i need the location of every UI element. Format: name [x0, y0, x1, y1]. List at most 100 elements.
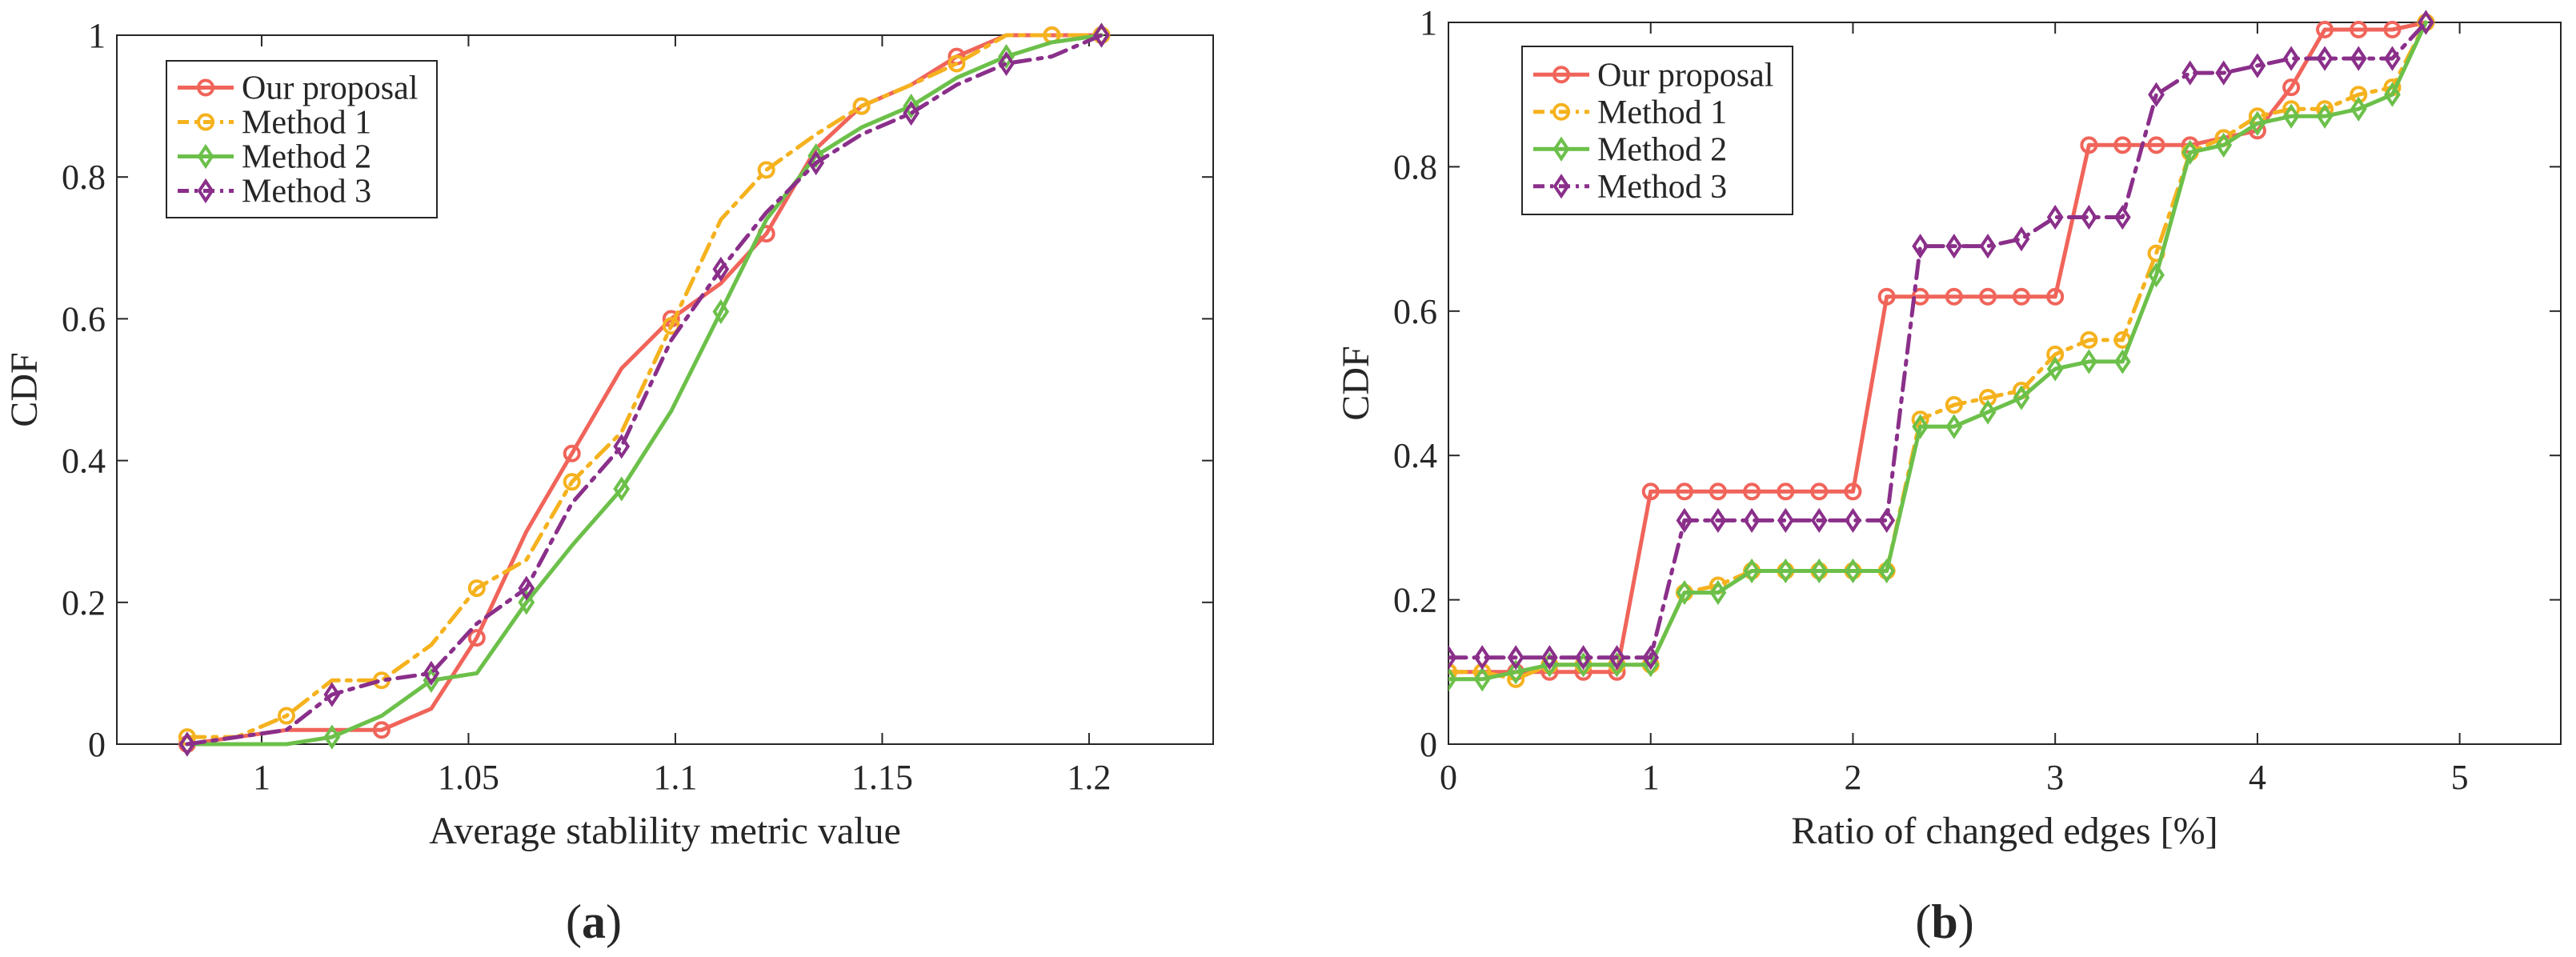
data-point-marker: [1810, 483, 1829, 501]
data-point-marker: [1844, 483, 1862, 501]
x-tick-label-b: 4: [2249, 758, 2266, 797]
series-b-method-3: [1448, 10, 2434, 671]
data-point-marker: [2181, 139, 2199, 165]
data-point-marker: [2046, 287, 2065, 306]
data-point-marker: [998, 43, 1015, 70]
data-point-marker: [467, 579, 486, 598]
data-point-marker: [1810, 558, 1828, 584]
y-axis-label-b: CDF: [1335, 346, 1377, 420]
data-point-marker: [1641, 483, 1660, 501]
data-point-marker: [1979, 399, 1997, 425]
data-point-marker: [2215, 132, 2233, 158]
y-tick-label-a: 1: [88, 16, 106, 55]
data-point-marker: [563, 444, 581, 462]
data-point-marker: [2384, 82, 2401, 107]
data-point-marker: [1945, 396, 1963, 414]
data-point-marker: [1743, 483, 1761, 501]
data-point-marker: [903, 93, 920, 119]
data-point-marker: [947, 54, 966, 73]
data-point-marker: [2282, 46, 2300, 71]
data-point-marker: [757, 161, 775, 179]
data-point-marker: [1540, 645, 1558, 671]
data-point-marker: [1093, 22, 1110, 48]
x-tick-label-b: 0: [1440, 758, 1457, 797]
series-line: [185, 33, 1104, 747]
data-point-marker: [1507, 645, 1524, 671]
legend-marker: [197, 178, 214, 204]
data-point-marker: [1676, 579, 1693, 606]
x-tick-label-a: 1.05: [438, 758, 499, 797]
data-point-marker: [2249, 110, 2266, 136]
series-a-method-3: [178, 22, 1110, 757]
data-point-marker: [1608, 645, 1625, 671]
data-point-marker: [903, 100, 920, 126]
legend-label: Method 3: [242, 174, 371, 210]
data-point-marker: [323, 682, 341, 707]
data-point-marker: [2282, 78, 2301, 97]
x-tick-label-b: 5: [2451, 758, 2469, 797]
data-point-marker: [852, 97, 871, 115]
data-point-marker: [372, 721, 391, 739]
data-point-marker: [1979, 234, 1997, 259]
data-point-marker: [1448, 645, 1457, 671]
legend-marker: [197, 143, 214, 170]
data-point-marker: [1743, 558, 1761, 584]
data-point-marker: [1448, 663, 1457, 681]
x-tick-label-b: 3: [2046, 758, 2064, 797]
y-tick-label-a: 0.2: [62, 583, 106, 623]
data-point-marker: [807, 150, 825, 176]
x-tick-label-b: 1: [1642, 758, 1660, 797]
data-point-marker: [1945, 234, 1963, 259]
data-point-marker: [1676, 507, 1693, 533]
data-point-marker: [1473, 667, 1491, 692]
series-line: [185, 33, 1104, 739]
data-point-marker: [1810, 507, 1828, 533]
data-point-marker: [2418, 10, 2434, 35]
legend-marker: [1552, 102, 1570, 121]
data-point-marker: [2316, 103, 2334, 129]
data-point-marker: [2113, 204, 2131, 230]
data-point-marker: [518, 590, 535, 615]
data-point-marker: [2350, 96, 2367, 122]
legend-label: Method 2: [242, 139, 371, 176]
data-point-marker: [1912, 234, 1929, 259]
data-point-marker: [1709, 507, 1727, 533]
series-line: [185, 33, 1104, 747]
legend-marker: [197, 78, 214, 97]
data-point-marker: [323, 724, 341, 750]
chart-a: 1 1.05 1.1 1.15 1.2 0 0.2 0.4 0.6 0.8 1 Average sta…: [3, 16, 1214, 948]
legend-marker: [1552, 174, 1570, 199]
x-axis-label-b: Ratio of changed edges [%]: [1791, 810, 2217, 852]
data-point-marker: [2249, 53, 2266, 78]
data-point-marker: [1473, 645, 1491, 671]
legend-label: Method 1: [242, 105, 371, 142]
panel-label-b: (b): [1915, 895, 1973, 948]
y-tick-label-b: 0.8: [1393, 147, 1437, 186]
legend-label: Our proposal: [242, 70, 418, 107]
data-point-marker: [2013, 385, 2030, 410]
legend-marker: [197, 113, 214, 131]
y-tick-label-b: 0.6: [1393, 292, 1437, 331]
data-point-marker: [2046, 356, 2064, 382]
y-axis-label-a: CDF: [3, 352, 46, 426]
data-point-marker: [467, 629, 486, 647]
data-point-marker: [2080, 136, 2098, 154]
data-point-marker: [1878, 558, 1896, 584]
y-tick-label-a: 0: [88, 725, 106, 764]
data-point-marker: [2282, 103, 2300, 129]
data-point-marker: [1709, 483, 1727, 501]
data-point-marker: [998, 50, 1015, 77]
x-tick-label-a: 1.15: [851, 758, 913, 797]
data-point-marker: [2215, 60, 2233, 86]
series-line: [185, 33, 1104, 747]
data-point-marker: [613, 434, 631, 459]
data-point-marker: [518, 575, 535, 601]
data-point-marker: [1743, 507, 1761, 533]
y-tick-label-a: 0.8: [62, 158, 106, 197]
y-tick-label-b: 0.2: [1393, 581, 1437, 620]
legend-label: Method 2: [1597, 131, 1727, 168]
data-point-marker: [178, 731, 196, 757]
